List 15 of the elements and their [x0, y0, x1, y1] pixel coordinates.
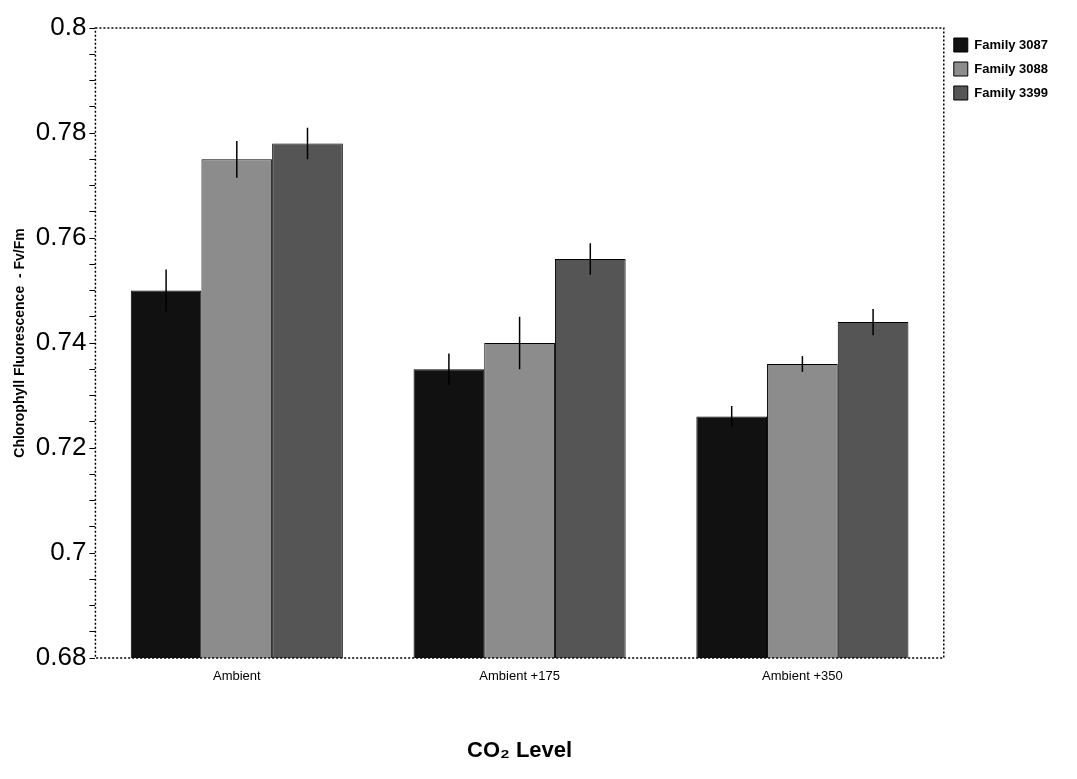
x-axis-title: CO₂ Level: [467, 736, 573, 762]
x-tick-label: Ambient: [212, 668, 262, 684]
x-tick-label: Ambient +350: [762, 668, 843, 684]
y-tick-label: 0.68: [35, 641, 87, 672]
y-axis-title: Chlorophyll Fluorescence - Fv/Fm: [11, 228, 28, 458]
y-tick-label: 0.78: [35, 116, 87, 147]
y-tick-label: 0.74: [35, 326, 87, 357]
y-tick-label: 0.72: [35, 431, 87, 462]
legend-label: Family 3087: [974, 36, 1048, 52]
y-tick-label: 0.8: [50, 11, 87, 42]
x-tick-label: Ambient +175: [479, 668, 560, 684]
y-tick-label: 0.7: [50, 536, 87, 567]
legend-label: Family 3399: [974, 84, 1048, 100]
legend-label: Family 3088: [974, 60, 1048, 76]
y-tick-label: 0.76: [35, 221, 87, 252]
